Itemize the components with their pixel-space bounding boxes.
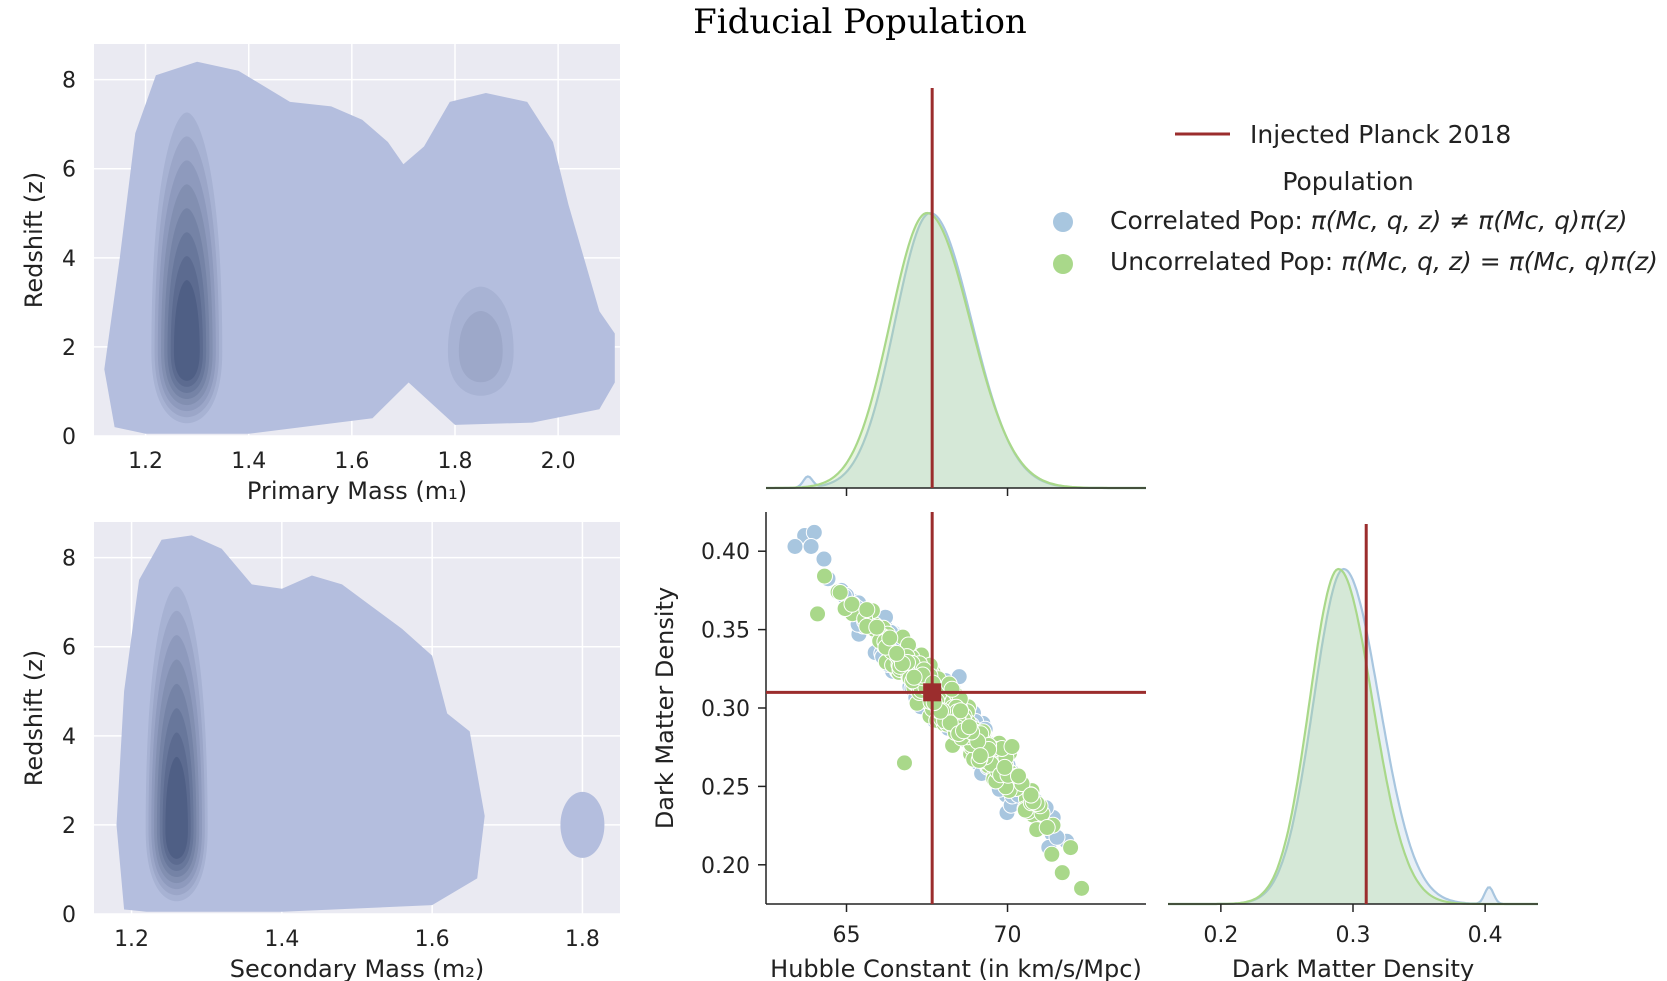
x-tick-label: 0.2 [1203, 923, 1238, 948]
scatter-point [905, 668, 923, 686]
kde-outer-contour [116, 535, 485, 912]
y-tick-label: 6 [62, 158, 76, 183]
scatter-point [1073, 879, 1091, 897]
kde-fill-series-1 [1168, 569, 1538, 904]
y-tick-label: 0.40 [701, 540, 750, 565]
legend-uncorrelated-formula: π(M⁣c, q, z) = π(M⁣c, q)π(z) [1341, 247, 1658, 276]
scatter-point [786, 537, 804, 555]
x-axis-label: Hubble Constant (in km/s/Mpc) [770, 955, 1142, 981]
kde-fill-series-0 [766, 213, 1146, 488]
kde-contour-level [173, 280, 200, 381]
legend-correlated-formula: π(M⁣c, q, z) ≠ π(M⁣c, q)π(z) [1311, 206, 1628, 235]
scatter-point [996, 758, 1014, 776]
x-tick-label: 1.6 [334, 449, 369, 474]
scatter-point [1022, 786, 1040, 804]
legend-correlated-prefix: Correlated Pop: [1110, 206, 1311, 235]
x-axis-label: Secondary Mass (m₂) [230, 955, 485, 981]
scatter-point [1003, 738, 1021, 755]
kde-primary-mass-panel: 1.2 1.4 1.6 1.8 2.0 0 2 4 6 8 Primary Mass (m₁) Red… [20, 44, 620, 505]
legend-correlated-label: Correlated Pop: π(M⁣c, q, z) ≠ π(M⁣c, q)… [1110, 206, 1628, 235]
density-marginal-panel: 0.2 0.3 0.4 Dark Matter Density [1168, 524, 1538, 981]
x-tick-label: 1.8 [437, 449, 472, 474]
x-tick-label: 1.6 [415, 927, 450, 952]
kde-fill-series-1 [766, 213, 1146, 488]
scatter-point [1038, 819, 1056, 836]
kde-contour-level [165, 756, 188, 859]
y-tick-label: 0 [62, 425, 76, 450]
y-tick-label: 0.35 [701, 619, 750, 644]
scatter-point [888, 644, 906, 662]
y-axis-label: Dark Matter Density [651, 587, 679, 829]
scatter-point [858, 601, 876, 619]
scatter-panel: 65 70 0.20 0.25 0.30 0.35 0.40 Hubble Constant … [651, 512, 1146, 981]
scatter-point [960, 718, 978, 736]
kde-fill-series-0 [1168, 569, 1538, 904]
scatter-point [895, 754, 913, 772]
y-tick-label: 0.30 [701, 697, 750, 722]
scatter-point [815, 550, 833, 568]
legend: Injected Planck 2018 Population Correlat… [1053, 120, 1658, 276]
x-tick-label: 0.3 [1336, 923, 1371, 948]
kde-contours [116, 535, 485, 912]
y-tick-label: 0 [62, 903, 76, 928]
y-tick-label: 2 [62, 814, 76, 839]
legend-uncorrelated-prefix: Uncorrelated Pop: [1110, 247, 1341, 276]
legend-correlated-marker [1053, 212, 1073, 232]
scatter-point [1062, 839, 1080, 857]
y-tick-label: 4 [62, 247, 76, 272]
legend-header: Population [1282, 167, 1413, 196]
y-tick-label: 6 [62, 636, 76, 661]
y-tick-label: 4 [62, 725, 76, 750]
x-tick-label: 0.4 [1468, 923, 1503, 948]
kde-island-contour [560, 791, 605, 858]
x-tick-label: 1.2 [128, 449, 163, 474]
y-tick-label: 0.20 [701, 854, 750, 879]
scatter-point [881, 629, 899, 647]
hubble-marginal-panel [766, 88, 1146, 496]
scatter-point [1010, 767, 1027, 785]
scatter-point [809, 605, 827, 623]
kde-secondary-mass-panel: 1.2 1.4 1.6 1.8 0 2 4 6 8 Secondary Mass (m₂) Reds… [20, 522, 620, 981]
scatter-point [971, 747, 989, 765]
x-axis-label: Dark Matter Density [1232, 955, 1474, 981]
x-tick-label: 65 [833, 923, 861, 948]
scatter-point [952, 702, 969, 720]
scatter-point [831, 584, 849, 601]
x-tick-label: 2.0 [541, 449, 576, 474]
y-tick-label: 8 [62, 547, 76, 572]
kde-contour-level [458, 310, 503, 383]
kde-contours [104, 61, 615, 434]
scatter-point [1053, 864, 1071, 882]
scatter-point [816, 567, 833, 585]
scatter-point [1043, 845, 1061, 863]
scatter-point [868, 618, 886, 636]
scatter-point [805, 523, 823, 541]
x-tick-label: 70 [994, 923, 1022, 948]
x-tick-label: 1.4 [231, 449, 266, 474]
figure-title: Fiducial Population [693, 2, 1027, 42]
y-axis-label: Redshift (z) [20, 172, 48, 308]
legend-uncorrelated-marker [1053, 254, 1073, 274]
y-tick-label: 0.25 [701, 775, 750, 800]
scatter-point [943, 680, 961, 698]
y-tick-label: 8 [62, 69, 76, 94]
x-tick-label: 1.2 [114, 927, 149, 952]
legend-uncorrelated-label: Uncorrelated Pop: π(M⁣c, q, z) = π(M⁣c, … [1110, 247, 1658, 276]
legend-injected-label: Injected Planck 2018 [1250, 120, 1511, 149]
scatter-point [843, 595, 861, 613]
scatter-series-1 [809, 567, 1091, 897]
y-tick-label: 2 [62, 336, 76, 361]
x-axis-label: Primary Mass (m₁) [247, 477, 467, 505]
x-tick-label: 1.4 [264, 927, 299, 952]
y-axis-label: Redshift (z) [20, 650, 48, 786]
injected-marker [923, 683, 942, 702]
x-tick-label: 1.8 [565, 927, 600, 952]
scatter-point [802, 537, 820, 555]
